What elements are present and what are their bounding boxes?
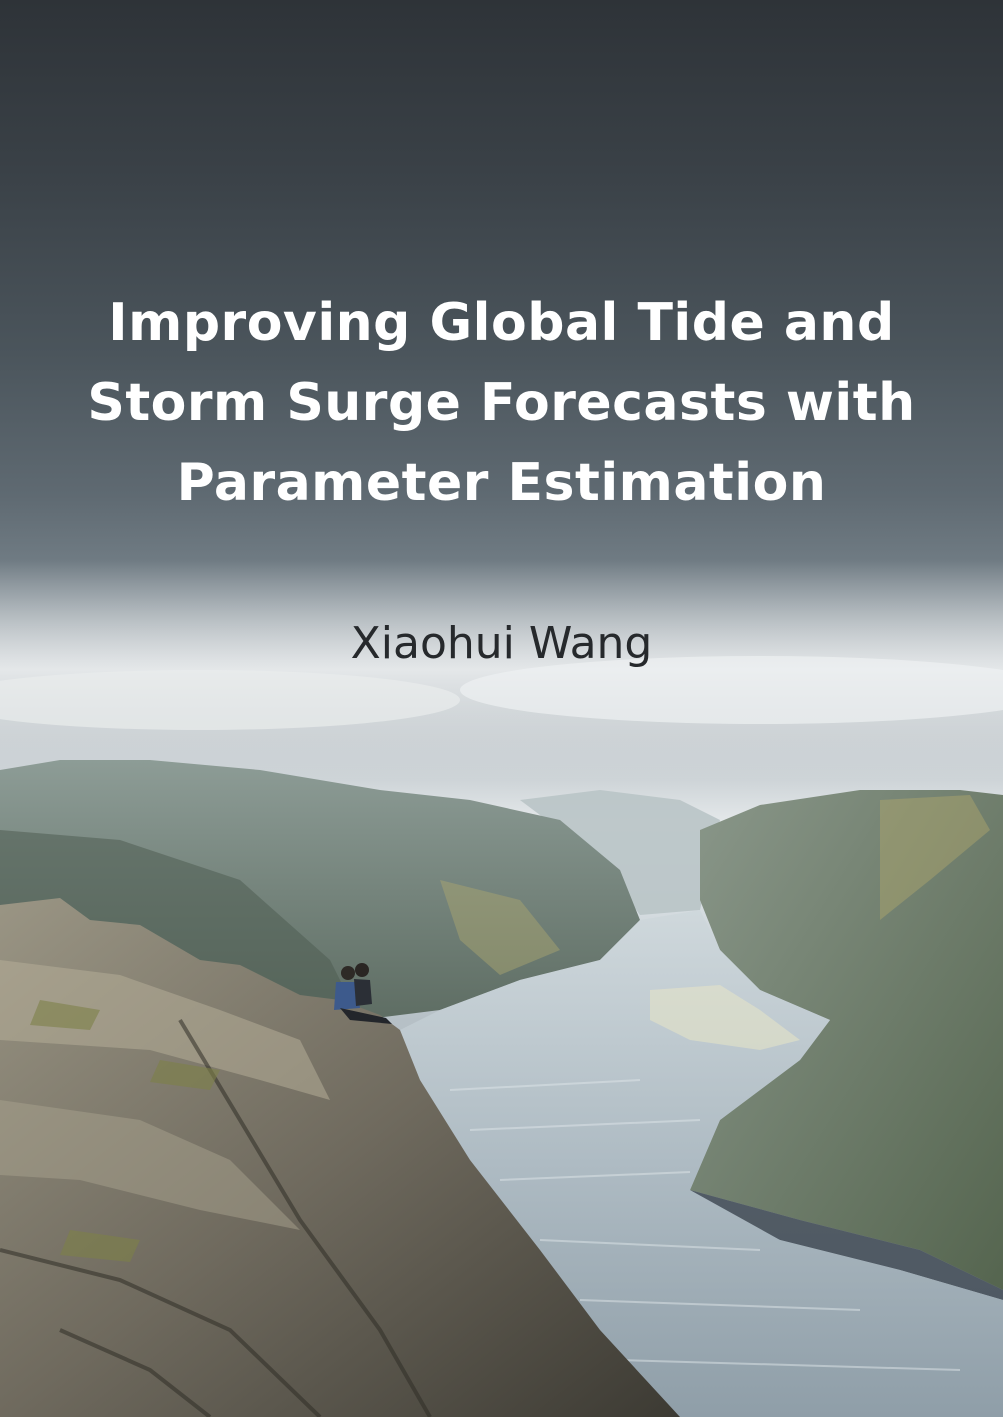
- distant-valley: [520, 790, 720, 915]
- sitting-figures: [334, 963, 392, 1024]
- figure-legs: [340, 1008, 392, 1024]
- water-reflection: [650, 985, 800, 1050]
- cliff-ledge: [0, 960, 330, 1100]
- figure-head: [355, 963, 369, 977]
- title-line: Improving Global Tide and: [108, 293, 895, 353]
- figure-body: [354, 979, 372, 1006]
- cliff-ledge: [0, 1100, 300, 1230]
- left-hills-shadow: [0, 830, 360, 1020]
- left-hills-highlight: [440, 880, 560, 975]
- figure-body: [334, 982, 360, 1010]
- cliff-moss: [30, 1000, 220, 1262]
- right-hills: [690, 790, 1003, 1290]
- water-ripples: [449, 1079, 961, 1371]
- fjord-water: [400, 910, 1003, 1417]
- figure-head: [341, 966, 355, 980]
- title-line: Storm Surge Forecasts with: [87, 373, 916, 433]
- cloud: [0, 670, 460, 730]
- right-hills-highlight: [880, 795, 990, 920]
- cloud: [460, 656, 1003, 724]
- title-line: Parameter Estimation: [176, 453, 827, 513]
- cliff-crack: [0, 1018, 432, 1417]
- cover-title: Improving Global Tide and Storm Surge Fo…: [0, 283, 1003, 523]
- cover-author: Xiaohui Wang: [350, 618, 653, 669]
- right-hills-shadow: [680, 1190, 1003, 1300]
